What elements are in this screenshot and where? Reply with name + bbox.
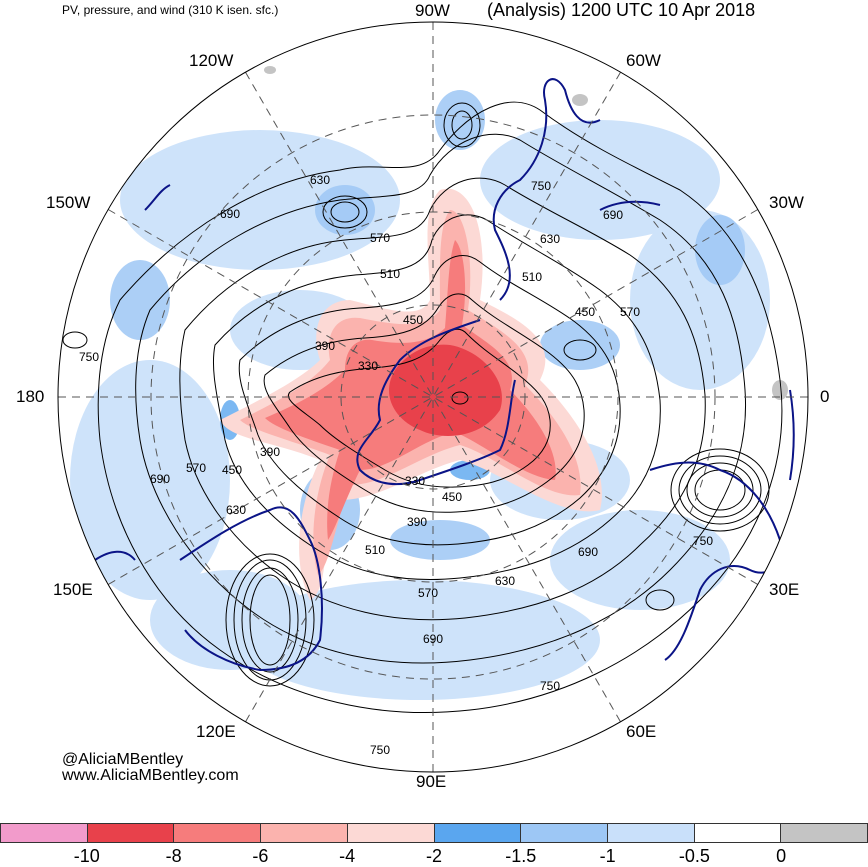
contour-label: 510 (365, 543, 385, 557)
colorbar-tick-label: -6 (252, 846, 269, 866)
colorbar-swatch (261, 823, 348, 843)
contour-label: 690 (603, 208, 623, 222)
contour-label: 390 (260, 445, 280, 459)
colorbar-swatch (521, 823, 608, 843)
colorbar-swatch (607, 823, 695, 843)
contour-label: 390 (407, 515, 427, 529)
colorbar-swatch (87, 823, 175, 843)
contour-label: 450 (222, 463, 242, 477)
contour-label: 630 (226, 503, 246, 517)
lon-label-60w: 60W (626, 51, 661, 70)
lon-label-180: 180 (16, 387, 45, 406)
pressure-contours (62, 101, 783, 713)
colorbar-tick-label: -1 (599, 846, 616, 866)
lon-label-150w: 150W (46, 193, 91, 212)
colorbar-swatch (434, 823, 522, 843)
contour-label: 630 (310, 173, 330, 187)
colorbar-swatch (0, 823, 88, 843)
contour-label: 690 (220, 207, 240, 221)
lon-label-30e: 30E (769, 580, 800, 599)
contour-label: 510 (522, 270, 542, 284)
graticule (58, 22, 808, 772)
contour-label: 330 (405, 474, 425, 488)
contour-label: 690 (578, 545, 598, 559)
contour-label: 750 (531, 179, 551, 193)
colorbar-swatch (781, 823, 868, 843)
contour-label: 750 (370, 743, 390, 757)
product-title: PV, pressure, and wind (310 K isen. sfc.… (62, 3, 279, 17)
contour-label: 690 (150, 472, 170, 486)
colorbar-swatch (174, 823, 262, 843)
contour-label: 390 (315, 339, 335, 353)
lon-label-150e: 150E (53, 580, 93, 599)
contour-label: 630 (495, 574, 515, 588)
contour-label: 750 (693, 534, 713, 548)
lon-label-60e: 60E (626, 722, 657, 741)
contour-label: 450 (442, 490, 462, 504)
colorbar-tick-label: -0.5 (678, 846, 710, 866)
valid-time-title: (Analysis) 1200 UTC 10 Apr 2018 (487, 0, 756, 20)
pv-shading-red (220, 188, 602, 600)
colorbar-tick-label: -4 (339, 846, 356, 866)
colorbar-swatch (694, 823, 782, 843)
contour-label: 450 (403, 313, 423, 327)
contour-label: 750 (540, 679, 560, 693)
map-boundary (57, 21, 809, 773)
contour-label: 630 (540, 232, 560, 246)
colorbar-tick-label: -2 (425, 846, 443, 866)
credit-url: www.AliciaMBentley.com (62, 767, 239, 784)
lon-label-90e: 90E (416, 772, 447, 791)
colorbar-tick-label: -10 (73, 846, 100, 866)
contour-label: 570 (370, 231, 390, 245)
lon-label-90w: 90W (415, 1, 450, 20)
lon-label-30w: 30W (769, 193, 804, 212)
contour-label: 690 (423, 632, 443, 646)
contour-label: 750 (79, 350, 99, 364)
colorbar-tick-label: -1.5 (505, 846, 537, 866)
lon-label-0: 0 (820, 387, 830, 406)
contour-label: 450 (575, 305, 595, 319)
contour-label: 570 (418, 586, 438, 600)
credit-handle: @AliciaMBentley (62, 751, 184, 768)
colorbar-swatch (347, 823, 435, 843)
lon-label-120e: 120E (196, 722, 236, 741)
colorbar-tick-label: 0 (776, 846, 787, 866)
polar-map: 630 690 570 510 450 390 330 750 630 690 … (57, 21, 809, 773)
coastlines (94, 78, 795, 672)
colorbar-tick-label: -8 (165, 846, 182, 866)
lon-label-120w: 120W (189, 51, 234, 70)
contour-labels: 630 690 570 510 450 390 330 750 630 690 … (79, 173, 713, 757)
colorbar (0, 823, 868, 843)
contour-label: 570 (620, 305, 640, 319)
contour-label: 330 (358, 359, 378, 373)
contour-label: 510 (380, 267, 400, 281)
contour-label: 570 (186, 461, 206, 475)
map-disc (62, 66, 795, 713)
